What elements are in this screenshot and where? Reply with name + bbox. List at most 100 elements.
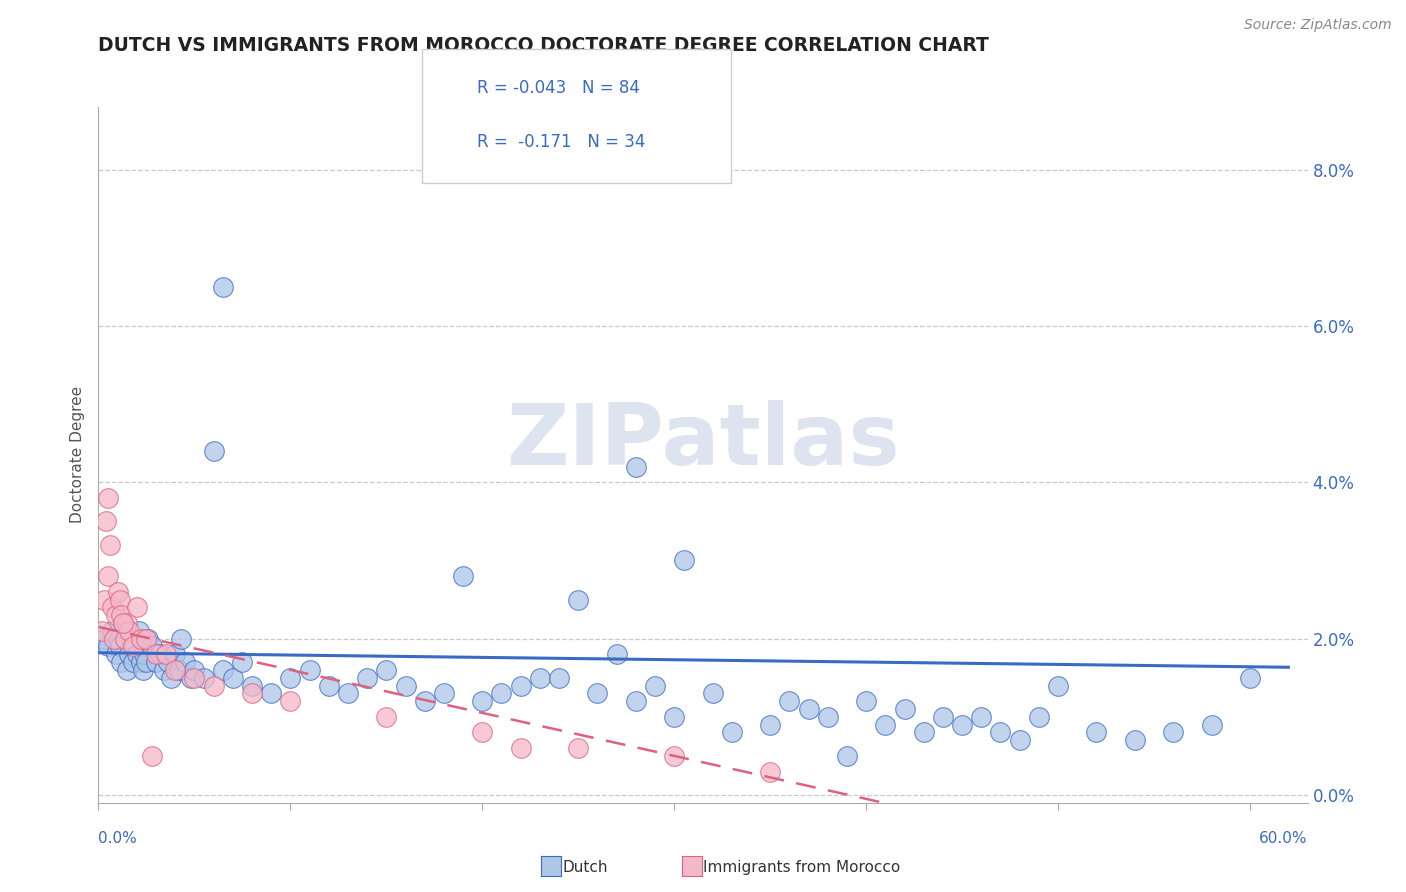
Point: [280, 694, 302, 708]
Point: [145, 647, 167, 661]
Point: [98, 538, 121, 552]
Point: [152, 663, 174, 677]
Point: [167, 663, 190, 677]
Point: [509, 679, 531, 693]
Point: [97, 569, 120, 583]
Point: [128, 624, 150, 638]
Point: [135, 655, 157, 669]
Text: 60.0%: 60.0%: [1260, 831, 1308, 846]
Point: [112, 615, 135, 630]
Point: [202, 679, 225, 693]
Point: [413, 694, 436, 708]
Point: [122, 655, 145, 669]
Text: DUTCH VS IMMIGRANTS FROM MOROCCO DOCTORATE DEGREE CORRELATION CHART: DUTCH VS IMMIGRANTS FROM MOROCCO DOCTORA…: [98, 36, 990, 54]
Text: R = -0.043   N = 84: R = -0.043 N = 84: [477, 79, 640, 97]
Point: [107, 632, 129, 646]
Point: [101, 600, 124, 615]
Point: [893, 702, 915, 716]
Point: [115, 615, 138, 630]
Point: [1028, 710, 1050, 724]
Point: [97, 491, 120, 505]
Point: [135, 632, 157, 646]
Point: [141, 748, 163, 763]
Point: [165, 663, 187, 677]
Point: [136, 632, 159, 646]
Point: [165, 647, 187, 661]
Point: [1239, 671, 1261, 685]
Point: [950, 717, 973, 731]
Point: [104, 647, 127, 661]
Point: [624, 694, 647, 708]
Point: [433, 686, 456, 700]
Point: [1201, 717, 1223, 731]
Point: [145, 655, 167, 669]
Point: [108, 640, 131, 654]
Point: [110, 608, 132, 623]
Point: [141, 640, 163, 654]
Text: R =  -0.171   N = 34: R = -0.171 N = 34: [477, 133, 645, 151]
Point: [120, 632, 142, 646]
Point: [107, 584, 129, 599]
Point: [131, 663, 153, 677]
Point: [115, 663, 138, 677]
Point: [125, 647, 148, 661]
Text: Dutch: Dutch: [562, 860, 607, 874]
Point: [231, 655, 253, 669]
Point: [451, 569, 474, 583]
Point: [375, 663, 398, 677]
Point: [114, 632, 136, 646]
Point: [759, 717, 782, 731]
Point: [664, 748, 686, 763]
Point: [212, 280, 235, 294]
Point: [471, 725, 494, 739]
Point: [118, 624, 141, 638]
Point: [336, 686, 359, 700]
Point: [212, 663, 235, 677]
Point: [912, 725, 935, 739]
Text: 0.0%: 0.0%: [98, 831, 138, 846]
Point: [129, 632, 152, 646]
Point: [586, 686, 609, 700]
Point: [567, 741, 589, 756]
Point: [112, 615, 135, 630]
Point: [125, 600, 148, 615]
Point: [375, 710, 398, 724]
Point: [124, 640, 146, 654]
Point: [759, 764, 782, 779]
Point: [193, 671, 215, 685]
Point: [720, 725, 742, 739]
Point: [606, 647, 628, 661]
Point: [990, 725, 1012, 739]
Point: [93, 592, 115, 607]
Point: [134, 647, 156, 661]
Point: [932, 710, 955, 724]
Point: [778, 694, 800, 708]
Point: [173, 655, 195, 669]
Point: [122, 640, 145, 654]
Point: [103, 632, 125, 646]
Point: [1047, 679, 1070, 693]
Point: [240, 679, 263, 693]
Point: [797, 702, 820, 716]
Point: [298, 663, 321, 677]
Y-axis label: Doctorate Degree: Doctorate Degree: [69, 386, 84, 524]
Point: [93, 632, 115, 646]
Point: [108, 592, 131, 607]
Point: [110, 655, 132, 669]
Point: [702, 686, 724, 700]
Point: [104, 608, 127, 623]
Point: [672, 553, 695, 567]
Point: [875, 717, 897, 731]
Point: [202, 444, 225, 458]
Point: [855, 694, 877, 708]
Point: [1085, 725, 1108, 739]
Point: [180, 671, 202, 685]
Point: [1008, 733, 1031, 747]
Point: [664, 710, 686, 724]
Point: [129, 655, 152, 669]
Point: [318, 679, 340, 693]
Point: [491, 686, 513, 700]
Point: [567, 592, 589, 607]
Point: [644, 679, 666, 693]
Point: [240, 686, 263, 700]
